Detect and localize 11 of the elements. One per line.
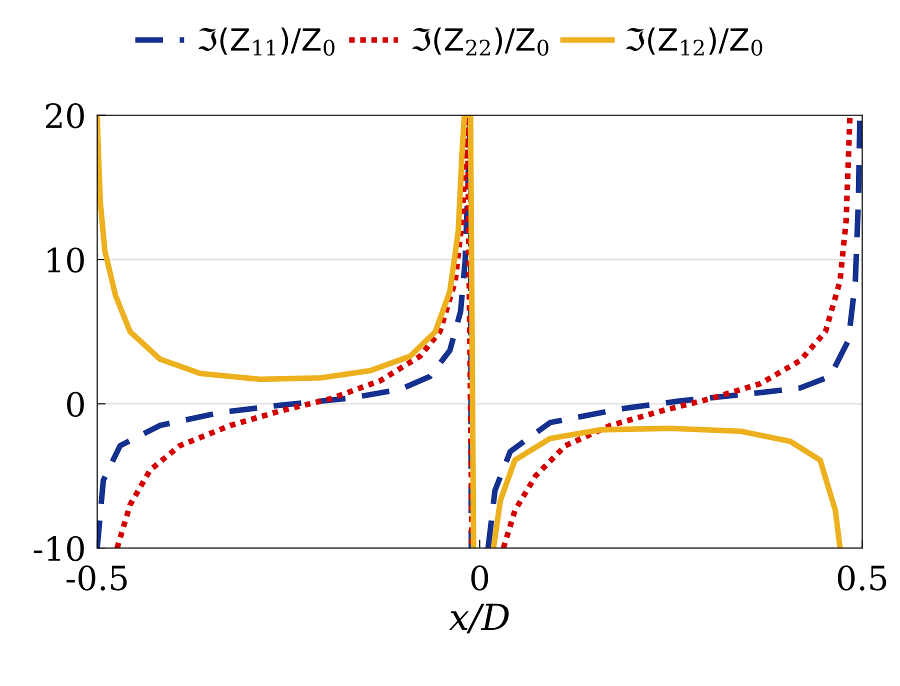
x-axis-title: x/D <box>449 604 509 634</box>
y-tick-label: 20 <box>46 103 84 128</box>
legend-label: ℑ(Z$_{22}$)/Z$_{0}$ <box>412 27 548 56</box>
x-tick-label: 0 <box>471 565 488 591</box>
x-tick-label: -0.5 <box>66 565 127 591</box>
y-tick-label: 0 <box>67 392 84 417</box>
legend-label: ℑ(Z$_{11}$)/Z$_{0}$ <box>198 27 334 56</box>
legend-label: ℑ(Z$_{12}$)/Z$_{0}$ <box>626 27 762 56</box>
y-tick-label: -10 <box>34 536 84 562</box>
x-tick-label: 0.5 <box>838 565 886 591</box>
y-tick-label: 10 <box>48 247 84 273</box>
